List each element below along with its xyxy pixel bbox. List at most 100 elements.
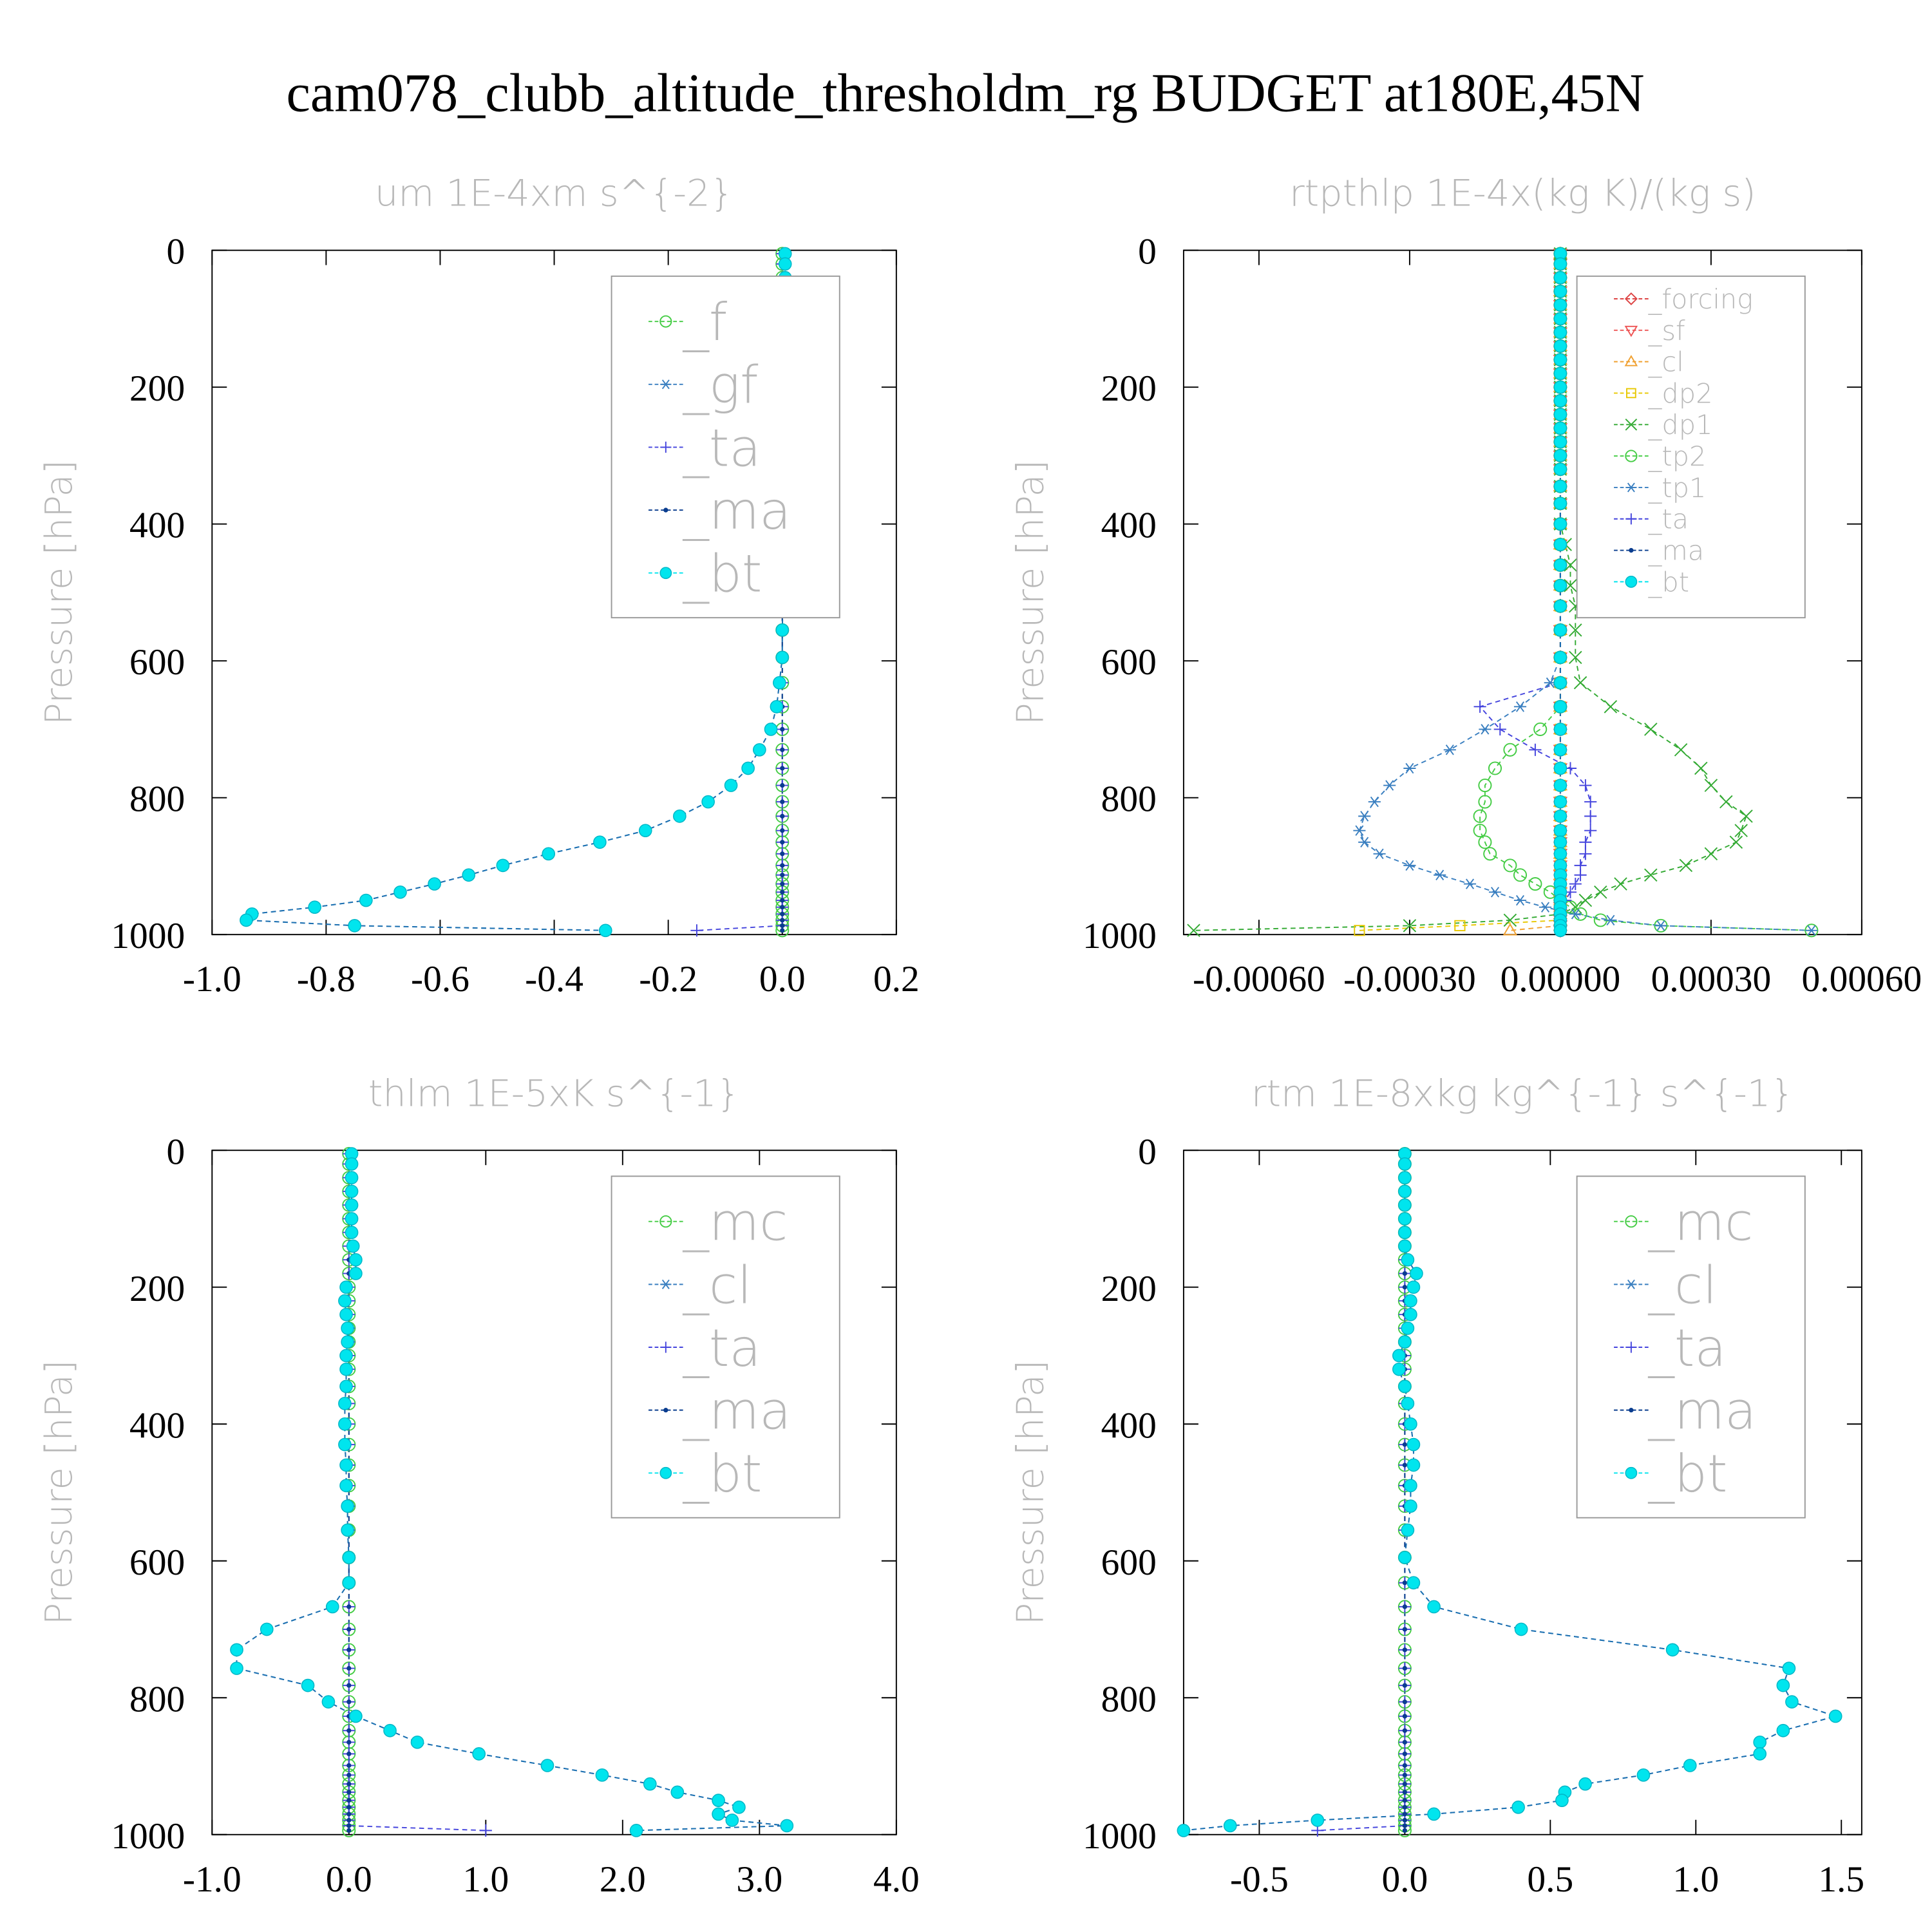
data-point [346, 1666, 352, 1671]
data-point [1573, 907, 1587, 921]
data-point [346, 1751, 352, 1756]
x-tick-label: -0.5 [1230, 1859, 1289, 1900]
data-point [1397, 1600, 1412, 1614]
data-point [339, 1379, 353, 1394]
x-tick-label: 2.0 [600, 1859, 646, 1900]
data-point [1478, 795, 1492, 809]
data-point [1397, 1777, 1412, 1791]
data-point [1354, 925, 1365, 936]
x-tick-label: 0.00000 [1501, 959, 1621, 999]
y-tick-label: 400 [129, 1405, 185, 1446]
data-point [1368, 796, 1381, 808]
data-point [1614, 877, 1627, 891]
legend-marker [663, 1408, 668, 1413]
data-point [1402, 1772, 1408, 1777]
data-point [1644, 868, 1658, 882]
panel-title: rtm 1E-8xkg kg^{-1} s^{-1} [1251, 1072, 1794, 1115]
data-point [1397, 1709, 1412, 1723]
data-point [1478, 779, 1492, 793]
data-point [1358, 837, 1371, 848]
data-point [345, 1226, 359, 1240]
legend-marker [1625, 450, 1638, 462]
data-point [1553, 270, 1567, 285]
legend-label: _forcing [1648, 283, 1753, 315]
data-point [1579, 836, 1592, 849]
y-tick-label: 200 [1101, 1269, 1157, 1309]
y-tick-label: 400 [1101, 506, 1157, 546]
data-point [1406, 1437, 1421, 1452]
data-point [1553, 421, 1567, 435]
y-tick-label: 0 [1138, 1132, 1157, 1172]
data-point [1805, 925, 1818, 936]
data-point [260, 1622, 274, 1636]
data-point [1410, 1267, 1423, 1280]
x-tick-label: 1.0 [462, 1859, 509, 1900]
legend-marker [1626, 388, 1636, 399]
data-point [1383, 780, 1396, 791]
data-point [1553, 497, 1567, 511]
legend-label: _tp2 [1648, 440, 1707, 472]
data-point [339, 1349, 353, 1363]
data-point [1679, 858, 1693, 873]
data-point [472, 1747, 486, 1761]
data-point [1398, 1212, 1412, 1226]
data-point [1533, 722, 1548, 736]
y-tick-label: 1000 [1083, 1816, 1157, 1857]
data-point [339, 1458, 353, 1472]
data-point [346, 1763, 352, 1768]
data-point [1513, 701, 1527, 712]
legend-label: _sf [1648, 315, 1685, 346]
y-tick-label: 800 [129, 1679, 185, 1719]
data-point [1404, 1294, 1417, 1308]
legend-label: _tp1 [1648, 472, 1707, 504]
data-point [1473, 824, 1487, 838]
legend: _mc_cl_ta_ma_bt [1576, 1175, 1806, 1519]
data-point [780, 889, 785, 895]
legend-label: _mc [1648, 1192, 1754, 1253]
data-point [1564, 579, 1577, 592]
legend-marker [1629, 1408, 1634, 1413]
data-point [1553, 449, 1567, 462]
data-point [1683, 1759, 1697, 1772]
data-point [1223, 1819, 1237, 1833]
data-point [1397, 1747, 1412, 1761]
data-point [1739, 810, 1753, 823]
panel-title: um 1E-4xm s^{-2} [375, 172, 734, 215]
plot-frame [1182, 1150, 1862, 1835]
data-point [349, 1253, 363, 1267]
data-point [1579, 848, 1592, 860]
panel: rtm 1E-8xkg kg^{-1} s^{-1} Pressure [hPa]… [1009, 1072, 1864, 1900]
x-tick-label: -0.00030 [1343, 959, 1476, 999]
legend: _forcing_sf_cl_dp2_dp1_tp2_tp1_ta_ma_bt [1576, 275, 1806, 619]
legend-label: _cl [683, 1255, 752, 1315]
data-point [1528, 877, 1542, 891]
data-point [780, 928, 785, 933]
data-point [1704, 847, 1718, 861]
data-point [325, 1600, 339, 1614]
data-point [780, 840, 785, 845]
data-point [346, 1604, 352, 1609]
data-point [1564, 558, 1577, 572]
legend-label: _ma [683, 480, 791, 541]
data-point [341, 1499, 355, 1513]
data-point [1402, 1728, 1408, 1733]
legend-box [1576, 275, 1806, 619]
data-point [1373, 848, 1386, 860]
data-point [1503, 913, 1517, 927]
y-tick-label: 1000 [111, 1816, 185, 1857]
data-point [780, 747, 785, 752]
series-line [1479, 253, 1591, 931]
x-tick-label: 1.5 [1818, 1859, 1864, 1900]
data-point [1398, 1157, 1412, 1171]
data-point [338, 1294, 352, 1308]
data-point [780, 766, 785, 771]
data-point [1392, 1349, 1406, 1363]
data-point [1553, 325, 1567, 339]
data-point [338, 1437, 352, 1452]
x-tick-label: -1.0 [183, 1859, 242, 1900]
data-point [1402, 1442, 1408, 1447]
data-point [1553, 366, 1567, 381]
data-point [1483, 847, 1497, 861]
data-point [1539, 902, 1552, 913]
data-point [393, 885, 407, 899]
